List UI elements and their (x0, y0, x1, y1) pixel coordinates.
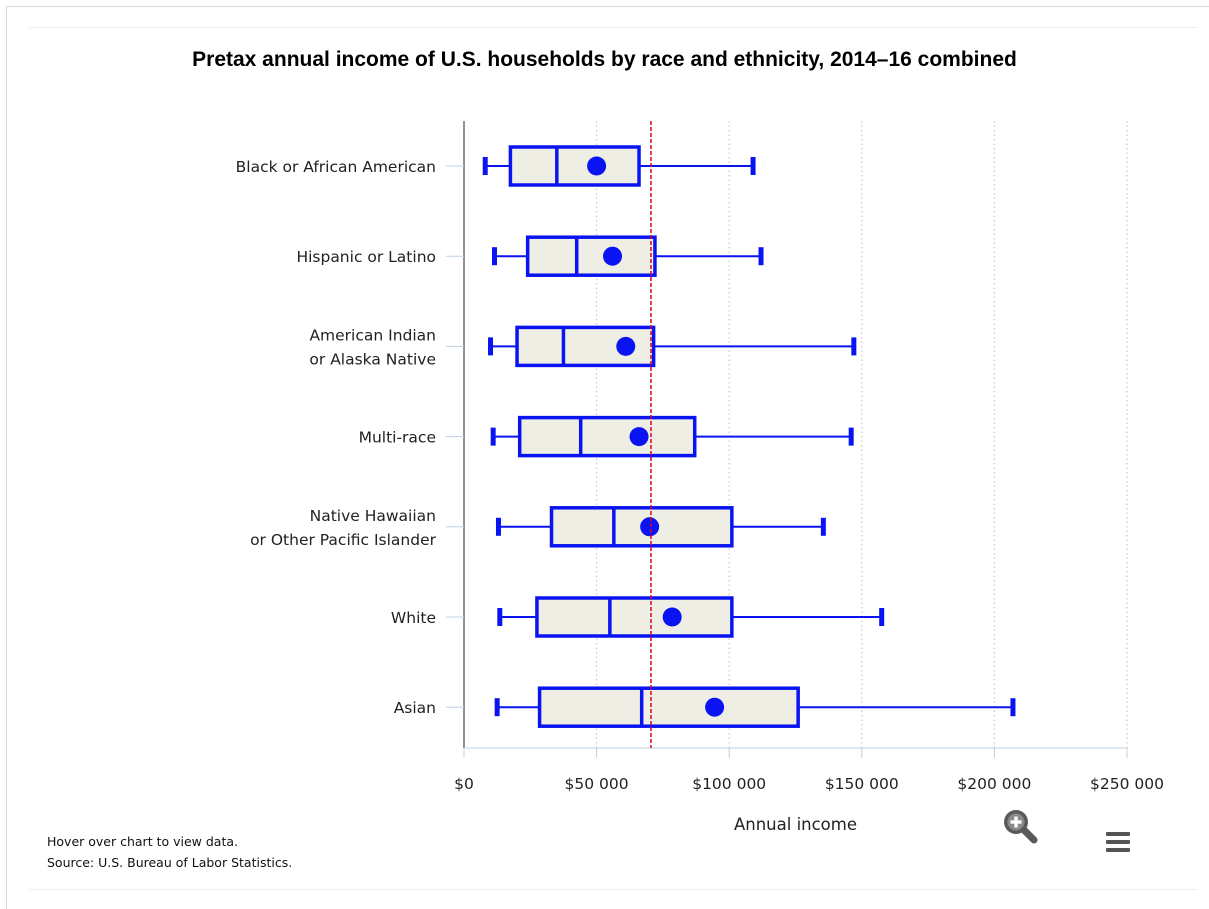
category-label: White (391, 609, 436, 627)
source-note: Source: U.S. Bureau of Labor Statistics. (47, 855, 293, 870)
top-divider (28, 27, 1198, 28)
x-tick-label: $0 (454, 775, 474, 793)
hamburger-menu-icon[interactable] (1102, 828, 1138, 858)
grid-lines (595, 121, 1128, 748)
box-group[interactable] (494, 686, 1016, 728)
x-tick-label: $150 000 (825, 775, 899, 793)
mean-dot (603, 246, 623, 266)
iqr-box (508, 145, 641, 187)
mean-dot (629, 427, 649, 447)
menu-bar (1106, 832, 1130, 836)
chart-title: Pretax annual income of U.S. households … (192, 48, 1017, 71)
mean-dot (587, 156, 607, 176)
x-tick-label: $250 000 (1090, 775, 1164, 793)
category-label: or Other Pacific Islander (250, 531, 437, 549)
mean-dot (662, 607, 682, 627)
hover-hint-note: Hover over chart to view data. (47, 834, 238, 849)
category-label: Native Hawaiian (310, 507, 436, 525)
category-label: Asian (394, 699, 436, 717)
category-label: Black or African American (236, 158, 436, 176)
category-label: American Indian (309, 326, 436, 344)
iqr-box (525, 235, 657, 277)
box-group[interactable] (495, 506, 826, 548)
iqr-box (537, 686, 800, 728)
zoom-glyph (1004, 810, 1038, 844)
box-group[interactable] (482, 145, 756, 187)
iqr-box (535, 596, 734, 638)
category-label: Hispanic or Latino (296, 248, 436, 266)
menu-bar (1106, 840, 1130, 844)
box-series (482, 145, 1016, 728)
category-label: or Alaska Native (309, 350, 436, 368)
mean-dot (705, 697, 725, 717)
x-axis-title: Annual income (734, 815, 857, 834)
x-tick-label: $50 000 (565, 775, 629, 793)
mean-dot (640, 517, 660, 537)
box-group[interactable] (497, 596, 885, 638)
labels: $0 $50 000 $100 000 $150 000 $200 000 $250 00… (236, 158, 1164, 834)
box-group[interactable] (488, 325, 857, 368)
zoom-in-icon[interactable] (1000, 806, 1040, 846)
box-group[interactable] (491, 235, 764, 277)
category-label: Multi-race (359, 429, 436, 447)
x-tick-label: $200 000 (957, 775, 1031, 793)
x-tick-label: $100 000 (692, 775, 766, 793)
iqr-box (517, 415, 697, 458)
mean-dot (616, 336, 636, 356)
axes (446, 121, 1128, 758)
menu-bar (1106, 848, 1130, 852)
bottom-divider (28, 889, 1198, 890)
box-group[interactable] (490, 415, 854, 458)
